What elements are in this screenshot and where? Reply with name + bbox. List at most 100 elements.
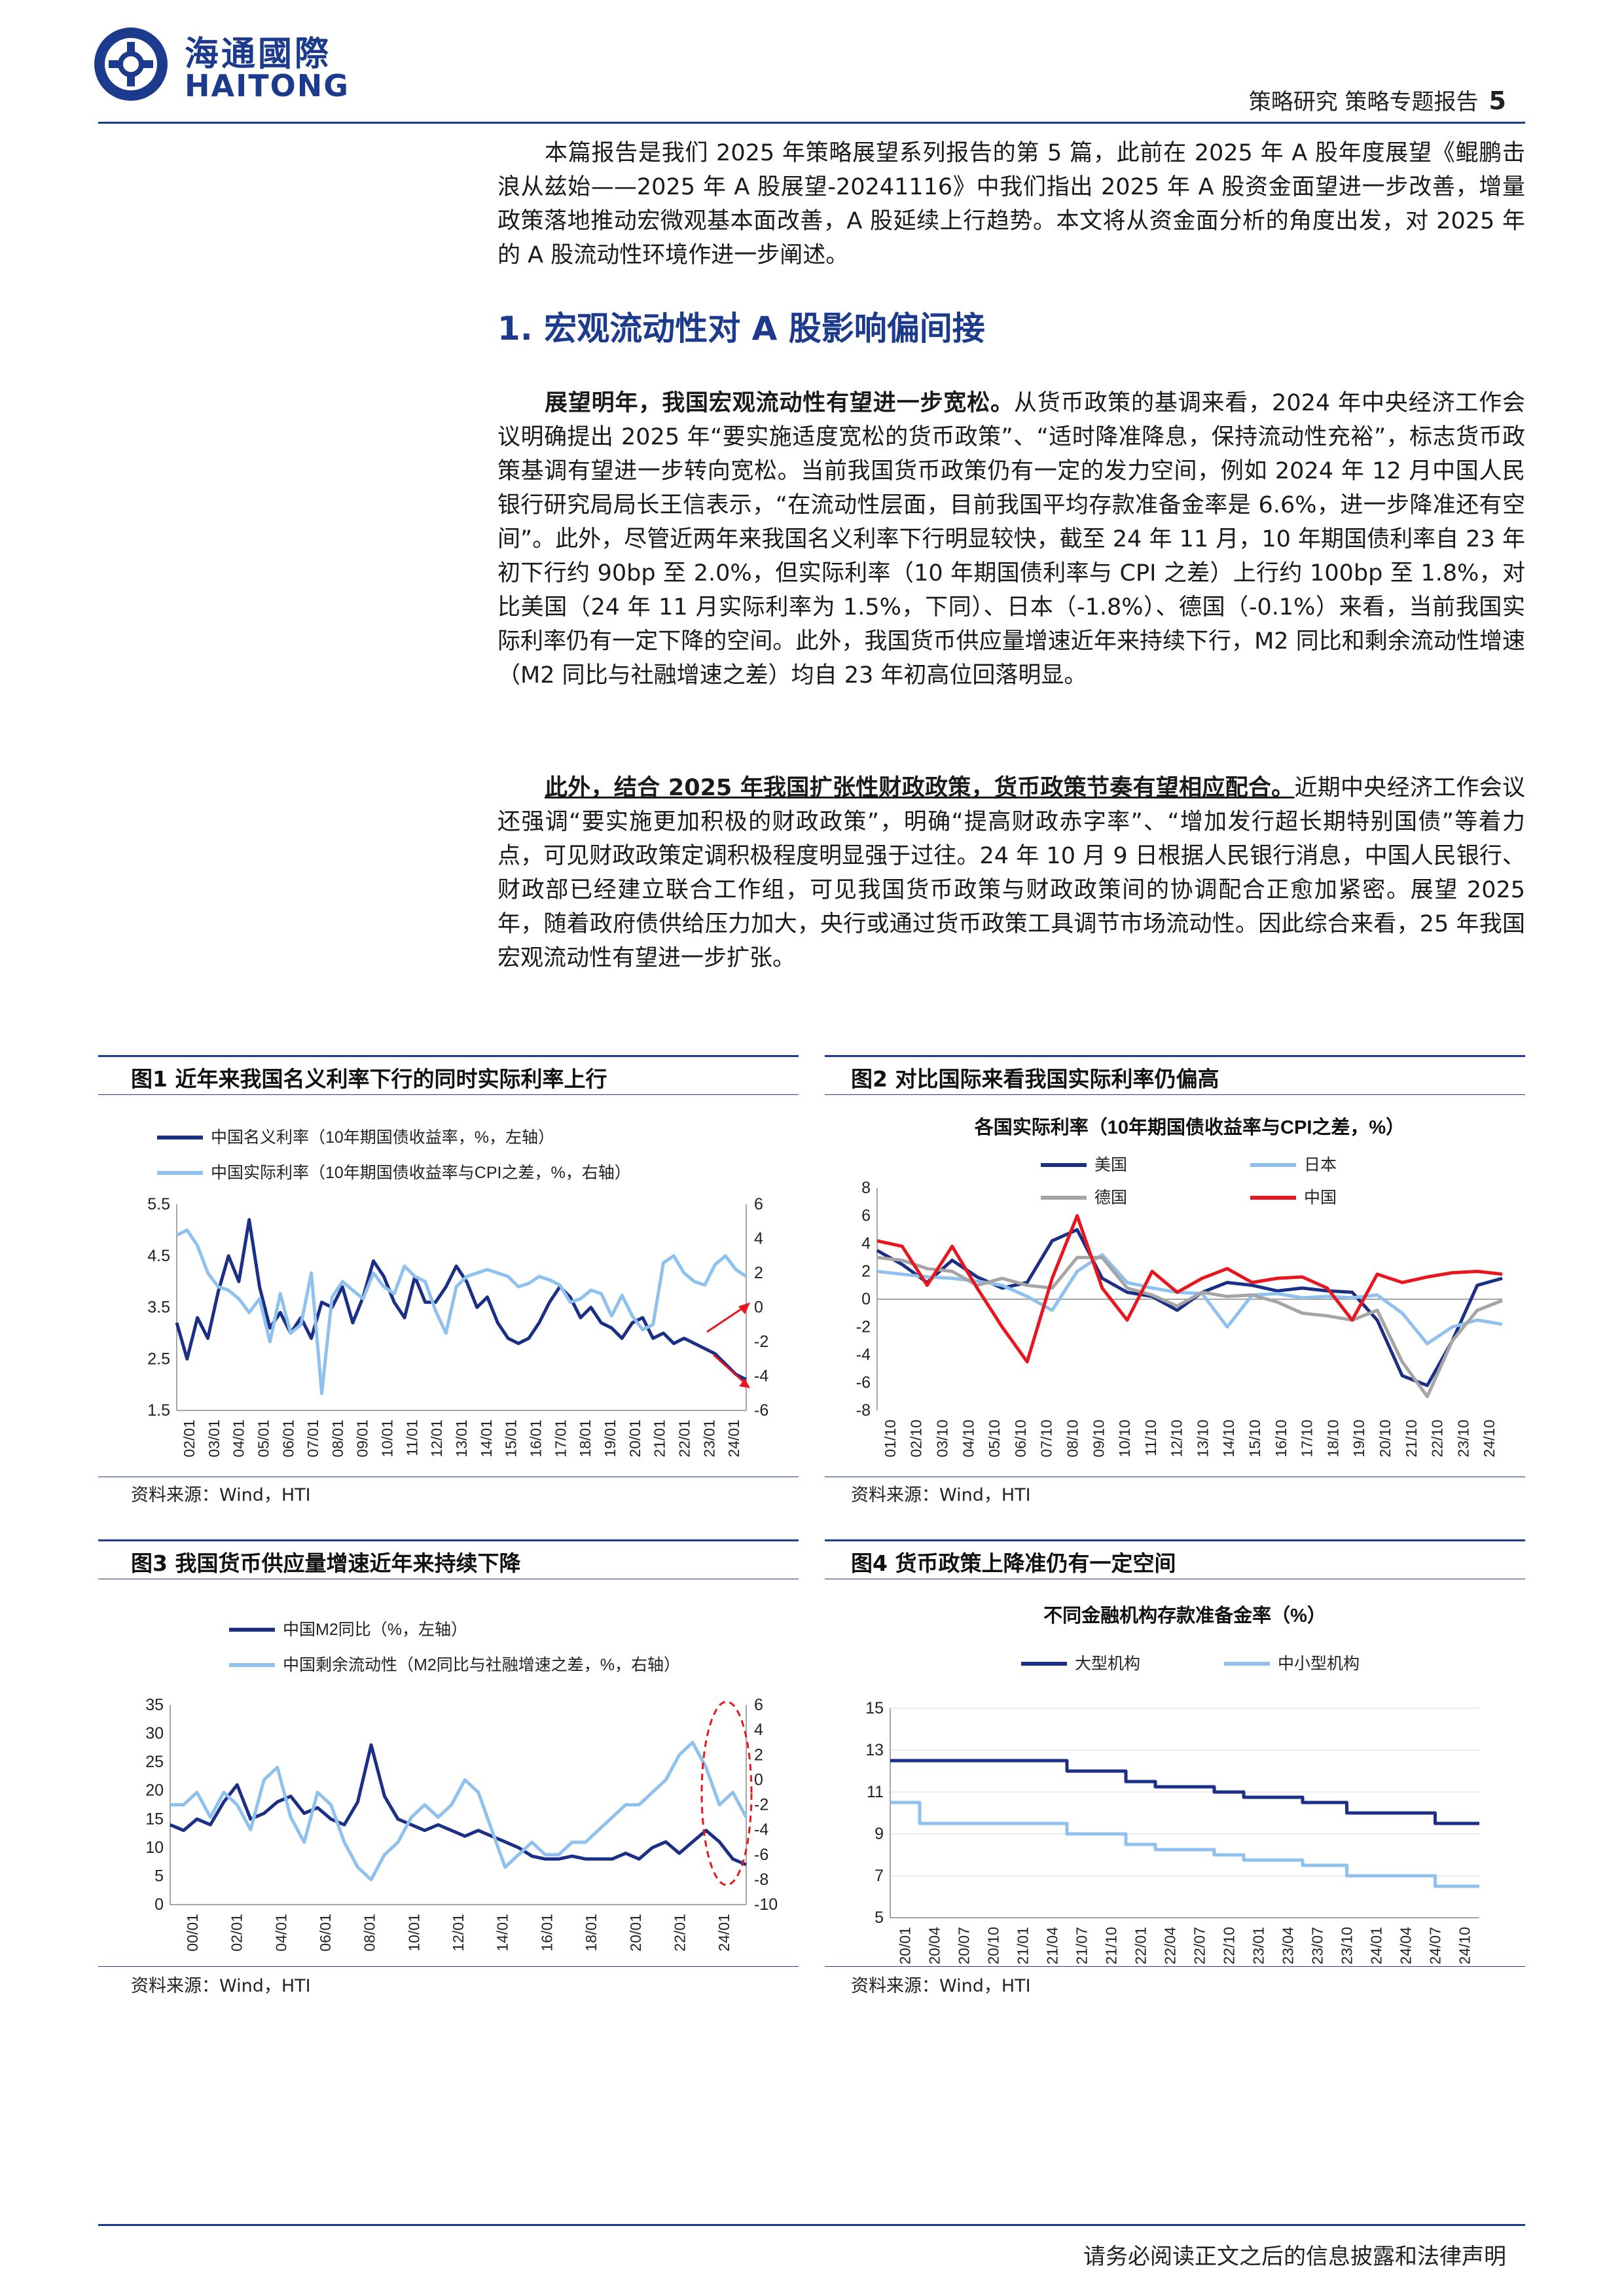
x-tick-label: 06/01 — [317, 1914, 334, 1952]
x-tick-label: 24/04 — [1398, 1927, 1415, 1964]
x-tick-label: 22/04 — [1162, 1927, 1179, 1964]
x-tick-label: 18/01 — [577, 1420, 594, 1458]
paragraph-2-body: 近期中央经济工作会议还强调“要实施更加积极的财政政策”，明确“提高财政赤字率”、… — [497, 775, 1525, 971]
up-arrow-head — [738, 1302, 750, 1314]
series-line-1 — [890, 1759, 1479, 1825]
y-tick-label: -8 — [856, 1401, 871, 1420]
x-tick-label: 05/10 — [986, 1420, 1003, 1458]
y-right-tick-label: -4 — [754, 1821, 768, 1839]
fig3-top-rule — [98, 1539, 799, 1541]
paragraph-2-lead: 此外，结合 2025 年我国扩张性财政政策，货币政策节奏有望相应配合。 — [545, 775, 1295, 801]
x-tick-label: 20/01 — [627, 1914, 644, 1952]
fig2-top-rule — [825, 1055, 1525, 1057]
fig4-bottom-rule — [825, 1966, 1525, 1967]
down-arrow-head — [739, 1378, 750, 1388]
x-tick-label: 21/01 — [651, 1420, 668, 1458]
y-right-tick-label: 2 — [754, 1746, 763, 1764]
x-tick-label: 23/01 — [700, 1420, 717, 1458]
x-tick-label: 22/10 — [1221, 1927, 1238, 1964]
x-tick-label: 21/10 — [1103, 1927, 1120, 1964]
y-right-tick-label: -6 — [754, 1401, 768, 1420]
y-tick-label: 10 — [145, 1839, 164, 1857]
x-tick-label: 14/01 — [494, 1914, 511, 1952]
fig2-chart: 各国实际利率（10年期国债收益率与CPI之差，%） -8 -6 -4 -2 0 2 4 6 8 01… — [856, 1116, 1503, 1458]
fig2-title: 图2 对比国际来看我国实际利率仍偏高 — [851, 1066, 1219, 1092]
x-tick-label: 23/10 — [1454, 1420, 1471, 1458]
x-tick-label: 24/07 — [1427, 1927, 1444, 1964]
fig3-chart: 0 5 10 15 20 25 30 35 -10 -8 -6 -4 -2 0 2 4 6 00/01 02/01 0… — [145, 1621, 778, 1952]
series-line-1 — [876, 1228, 1503, 1388]
x-tick-label: 23/10 — [1339, 1927, 1356, 1964]
fig1-chart: 1.5 2.5 3.5 4.5 5.5 -6 -4 -2 0 2 4 6 02/01 03/01 04/01… — [147, 1128, 768, 1458]
x-tick-label: 09/01 — [354, 1420, 371, 1458]
x-tick-label: 04/01 — [272, 1914, 289, 1952]
x-tick-label: 24/01 — [1368, 1927, 1385, 1964]
y-tick-label: 15 — [145, 1810, 164, 1828]
x-tick-label: 22/10 — [1429, 1420, 1446, 1458]
y-tick-label: -2 — [856, 1318, 871, 1336]
x-tick-label: 17/10 — [1299, 1420, 1316, 1458]
x-tick-label: 06/01 — [280, 1420, 297, 1458]
x-tick-label: 20/10 — [1377, 1420, 1394, 1458]
haitong-logo-icon — [94, 27, 168, 101]
x-tick-label: 15/10 — [1246, 1420, 1263, 1458]
x-tick-label: 15/01 — [503, 1420, 520, 1458]
x-tick-label: 20/07 — [956, 1927, 973, 1964]
legend-label-2: 中小型机构 — [1278, 1655, 1360, 1673]
y-right-tick-label: 6 — [754, 1195, 763, 1213]
y-tick-label: 6 — [861, 1207, 871, 1225]
x-tick-label: 12/01 — [428, 1420, 445, 1458]
y-right-tick-label: -2 — [754, 1333, 768, 1351]
page-number: 5 — [1489, 86, 1506, 115]
y-right-tick-label: 4 — [754, 1230, 763, 1248]
series-line-2 — [876, 1253, 1503, 1346]
x-tick-label: 08/01 — [361, 1914, 378, 1952]
x-tick-label: 22/07 — [1191, 1927, 1208, 1964]
up-arrow-annotation — [706, 1304, 747, 1333]
legend-label-2: 日本 — [1304, 1156, 1337, 1174]
series-line-3 — [876, 1255, 1503, 1399]
x-tick-label: 13/01 — [453, 1420, 470, 1458]
y-tick-label: 0 — [154, 1895, 164, 1914]
y-right-tick-label: 2 — [754, 1264, 763, 1282]
y-tick-label: 5 — [875, 1909, 884, 1927]
fig3-source: 资料来源：Wind，HTI — [131, 1976, 311, 1996]
fig4-source: 资料来源：Wind，HTI — [851, 1976, 1031, 1996]
logo-english-text: HAITONG — [185, 68, 350, 103]
x-tick-label: 01/10 — [882, 1420, 899, 1458]
legend-label-1: 美国 — [1094, 1156, 1127, 1174]
x-tick-label: 12/01 — [450, 1914, 467, 1952]
y-tick-label: -4 — [856, 1346, 871, 1364]
y-tick-label: 5.5 — [147, 1195, 170, 1213]
x-tick-label: 18/10 — [1324, 1420, 1341, 1458]
x-tick-label: 16/01 — [528, 1420, 545, 1458]
fig1-title-rule — [98, 1094, 799, 1095]
y-tick-label: 7 — [875, 1867, 884, 1885]
x-tick-label: 08/01 — [329, 1420, 346, 1458]
x-tick-label: 13/10 — [1194, 1420, 1211, 1458]
x-tick-label: 18/01 — [583, 1914, 600, 1952]
x-tick-label: 02/01 — [228, 1914, 245, 1952]
y-right-tick-label: -10 — [754, 1895, 778, 1914]
x-tick-label: 21/10 — [1403, 1420, 1420, 1458]
chart-title: 不同金融机构存款准备金率（%） — [1043, 1604, 1326, 1626]
x-tick-label: 14/10 — [1220, 1420, 1237, 1458]
x-tick-label: 10/01 — [405, 1914, 422, 1952]
y-tick-label: 20 — [145, 1782, 164, 1800]
y-tick-label: -6 — [856, 1374, 871, 1392]
legend-label-3: 德国 — [1094, 1189, 1127, 1207]
footer-disclaimer: 请务必阅读正文之后的信息披露和法律声明 — [1083, 2244, 1506, 2270]
fig3-title: 图3 我国货币供应量增速近年来持续下降 — [131, 1551, 521, 1576]
y-tick-label: 2 — [861, 1263, 871, 1281]
x-tick-label: 21/01 — [1015, 1927, 1032, 1964]
legend-label-1: 大型机构 — [1075, 1655, 1140, 1673]
y-tick-label: 0 — [861, 1290, 871, 1308]
fig4-title: 图4 货币政策上降准仍有一定空间 — [851, 1551, 1176, 1576]
header-section-label: 策略研究 策略专题报告 5 — [1249, 84, 1506, 116]
x-tick-label: 20/04 — [926, 1927, 943, 1964]
y-tick-label: 9 — [875, 1825, 884, 1843]
x-tick-label: 11/01 — [403, 1420, 420, 1456]
y-tick-label: 25 — [145, 1753, 164, 1771]
x-tick-label: 04/10 — [960, 1420, 977, 1458]
fig1-top-rule — [98, 1055, 799, 1057]
